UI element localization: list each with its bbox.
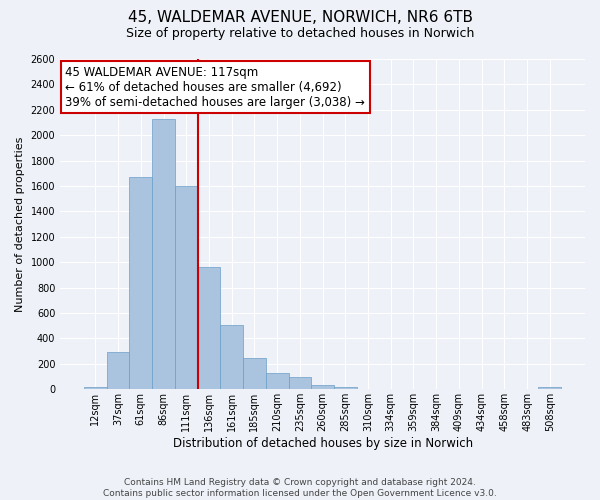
Bar [356, 388, 379, 390]
Bar [379, 388, 402, 390]
Bar [107, 352, 130, 390]
Bar [266, 374, 289, 390]
X-axis label: Distribution of detached houses by size in Norwich: Distribution of detached houses by size … [173, 437, 473, 450]
Bar [311, 386, 334, 390]
Bar [152, 118, 175, 390]
Text: Contains HM Land Registry data © Crown copyright and database right 2024.
Contai: Contains HM Land Registry data © Crown c… [103, 478, 497, 498]
Bar [197, 266, 220, 390]
Text: 45, WALDEMAR AVENUE, NORWICH, NR6 6TB: 45, WALDEMAR AVENUE, NORWICH, NR6 6TB [128, 10, 473, 25]
Bar [175, 186, 197, 390]
Bar [84, 387, 107, 390]
Bar [220, 325, 243, 390]
Bar [243, 358, 266, 390]
Text: Size of property relative to detached houses in Norwich: Size of property relative to detached ho… [126, 28, 474, 40]
Bar [334, 388, 356, 390]
Bar [289, 377, 311, 390]
Text: 45 WALDEMAR AVENUE: 117sqm
← 61% of detached houses are smaller (4,692)
39% of s: 45 WALDEMAR AVENUE: 117sqm ← 61% of deta… [65, 66, 365, 108]
Bar [402, 388, 425, 390]
Y-axis label: Number of detached properties: Number of detached properties [15, 136, 25, 312]
Bar [538, 387, 561, 390]
Bar [130, 177, 152, 390]
